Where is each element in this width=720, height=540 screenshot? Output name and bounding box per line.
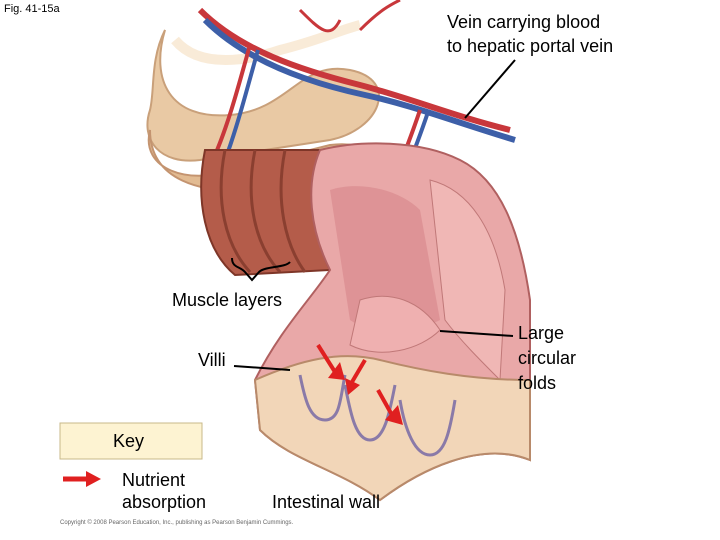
intestinal-wall-label: Intestinal wall (272, 492, 380, 512)
villi-label: Villi (198, 350, 226, 370)
key-item-label: absorption (122, 492, 206, 512)
leader-line (464, 59, 516, 119)
key-item-label: Nutrient (122, 470, 185, 490)
illustration (146, 0, 531, 502)
key-box (59, 422, 203, 460)
folds-label: Large (518, 323, 564, 343)
vein-label: Vein carrying blood (447, 12, 600, 32)
vein-label: to hepatic portal vein (447, 36, 613, 56)
copyright: Copyright © 2008 Pearson Education, Inc.… (60, 519, 294, 526)
brace (231, 257, 291, 282)
muscle-layers-label: Muscle layers (172, 290, 282, 310)
key-title: Key (113, 431, 144, 451)
key-arrow (63, 471, 101, 487)
folds-label: circular (518, 348, 576, 368)
leader-line (439, 330, 514, 337)
leader-line (233, 365, 291, 371)
figure-label: Fig. 41-15a (4, 3, 61, 15)
folds-label: folds (518, 373, 556, 393)
